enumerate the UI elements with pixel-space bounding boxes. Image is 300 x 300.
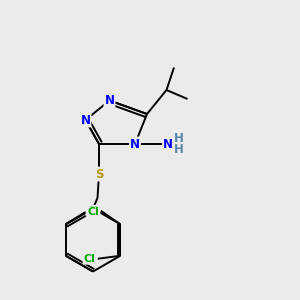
Text: H: H [173,132,183,145]
Text: S: S [95,167,103,181]
Text: Cl: Cl [86,206,98,216]
Text: Cl: Cl [88,207,100,217]
Text: N: N [130,137,140,151]
Text: N: N [80,113,91,127]
Text: N: N [104,94,115,107]
Text: H: H [173,143,183,156]
Text: Cl: Cl [83,254,95,264]
Text: N: N [163,137,173,151]
